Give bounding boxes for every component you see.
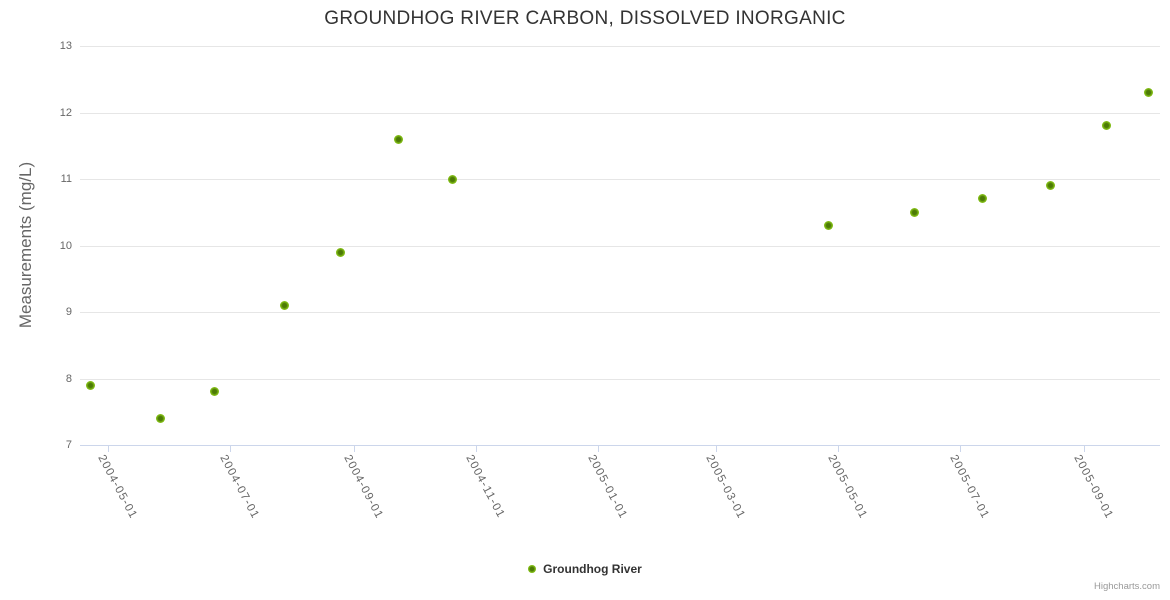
x-axis-tick [476,446,477,452]
chart-title: GROUNDHOG RIVER CARBON, DISSOLVED INORGA… [324,8,846,29]
y-gridline [80,179,1160,180]
series-marker-icon [528,565,537,573]
x-axis-tick-label: 2005-09-01 [1071,453,1116,522]
x-axis-tick [716,446,717,452]
data-point[interactable] [1143,88,1153,98]
y-gridline [80,312,1160,313]
x-axis-tick-label: 2004-09-01 [341,453,386,522]
x-axis-tick [598,446,599,452]
x-axis-tick [230,446,231,452]
x-axis-tick-label: 2004-11-01 [463,453,507,521]
x-axis-tick-label: 2004-07-01 [217,453,262,522]
series-legend-label: Groundhog River [543,562,642,576]
y-axis-tick-label: 9 [65,306,72,318]
x-axis-tick-label: 2005-07-01 [947,453,992,522]
data-point[interactable] [1045,181,1055,191]
data-point[interactable] [447,174,457,184]
data-point[interactable] [85,380,95,390]
x-axis-tick-label: 2005-01-01 [585,453,630,522]
y-gridline [80,378,1160,380]
x-axis-tick [960,446,961,452]
x-axis-tick [1084,446,1085,452]
data-point[interactable] [977,194,987,204]
x-axis-tick-label: 2005-05-01 [825,453,870,522]
highcharts-credits-link[interactable]: Highcharts.com [1094,581,1160,592]
y-gridline [80,245,1160,247]
x-axis-tick [354,446,355,452]
legend-item[interactable]: Groundhog River [0,562,1170,576]
y-axis-tick-label: 13 [59,40,72,52]
y-axis-tick-label: 8 [65,372,72,385]
x-axis-tick [838,446,839,452]
data-point[interactable] [393,134,403,144]
data-point[interactable] [823,221,833,231]
y-gridline [80,112,1160,114]
y-axis-tick-label: 11 [60,173,72,185]
data-point[interactable] [209,387,219,397]
data-point[interactable] [279,300,289,310]
x-axis-tick-label: 2005-03-01 [703,453,748,522]
data-point[interactable] [335,247,345,257]
y-gridline [80,46,1160,47]
data-point[interactable] [909,207,919,217]
y-axis-tick-label: 7 [65,439,72,451]
data-point[interactable] [1101,121,1111,131]
x-axis-line [80,445,1160,446]
x-axis-tick [108,446,109,452]
data-point[interactable] [155,413,165,423]
y-axis-tick-label: 12 [59,106,72,119]
y-axis-tick-label: 10 [59,239,72,252]
x-axis-tick-label: 2004-05-01 [95,453,140,522]
